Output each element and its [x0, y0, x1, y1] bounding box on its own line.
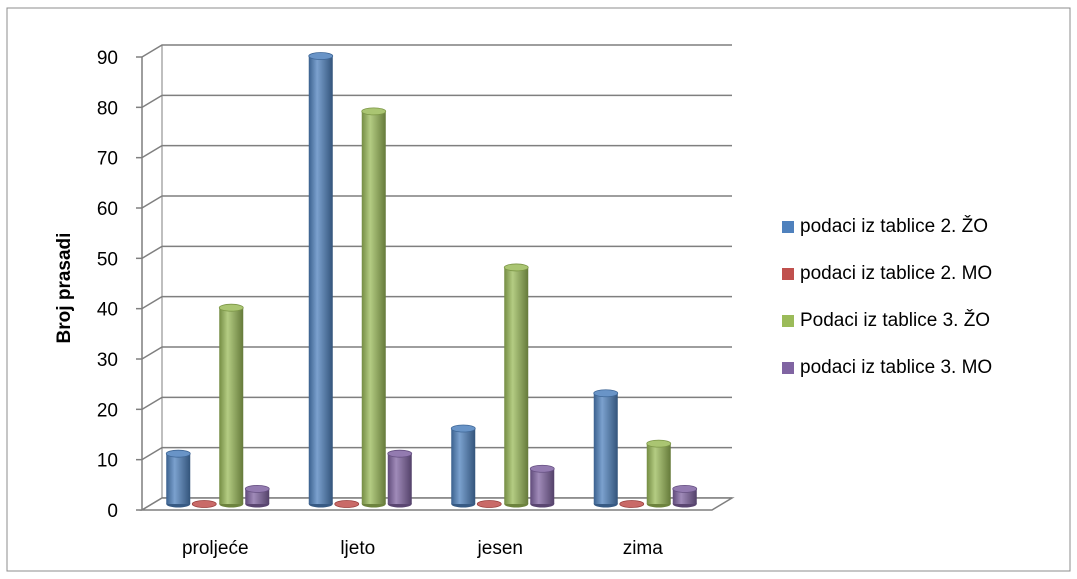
y-tick-label: 20 — [97, 400, 118, 421]
legend-label: Podaci iz tablice 3. ŽO — [800, 309, 990, 331]
bar — [646, 439, 672, 508]
gridline — [141, 144, 732, 159]
legend-item: podaci iz tablice 3. MO — [782, 357, 992, 378]
bar-top — [191, 500, 217, 508]
bar-body — [530, 468, 555, 504]
bar-top — [361, 107, 387, 116]
bar-top — [672, 484, 698, 493]
y-axis-title: Broj prasadi — [54, 233, 75, 344]
y-tick-label: 0 — [107, 501, 118, 522]
legend: podaci iz tablice 2. ŽO podaci iz tablice… — [782, 215, 992, 378]
y-tick-label: 80 — [97, 98, 118, 119]
bar — [218, 303, 244, 508]
x-tick-label: ljeto — [340, 538, 375, 559]
legend-label: podaci iz tablice 3. MO — [800, 357, 992, 378]
bar — [334, 500, 360, 508]
legend-swatch — [782, 268, 794, 280]
bar — [450, 424, 476, 508]
y-tick-label: 60 — [97, 199, 118, 220]
bar — [529, 464, 555, 508]
bar-top — [529, 464, 555, 473]
bar — [672, 484, 698, 508]
y-tick-label: 40 — [97, 300, 118, 321]
bar — [191, 500, 217, 508]
bar — [476, 500, 502, 508]
chart-floor — [139, 497, 735, 511]
bar-top — [593, 389, 619, 398]
bar-body — [593, 393, 618, 504]
gridlines — [141, 44, 732, 511]
bars — [165, 52, 698, 508]
bar — [503, 263, 529, 508]
bar-top — [218, 303, 244, 312]
bar-top — [619, 500, 645, 508]
y-tick-label: 70 — [97, 149, 118, 170]
bar-body — [166, 453, 191, 504]
bar-body — [245, 488, 270, 504]
bar — [244, 484, 270, 508]
x-tick-label: zima — [623, 538, 664, 559]
legend-item: podaci iz tablice 2. ŽO — [782, 215, 988, 237]
bar-top — [503, 263, 529, 272]
bar-body — [219, 307, 244, 504]
legend-swatch — [782, 221, 794, 233]
y-tick-label: 90 — [97, 48, 118, 69]
bar — [387, 449, 413, 508]
legend-item: Podaci iz tablice 3. ŽO — [782, 309, 990, 331]
bar-top — [334, 500, 360, 508]
bar — [593, 389, 619, 508]
bar — [165, 449, 191, 508]
gridline — [141, 295, 732, 310]
gridline — [141, 245, 732, 259]
bar-body — [387, 453, 412, 504]
x-tick-label: proljeće — [182, 538, 249, 559]
bar-body — [504, 267, 529, 504]
legend-item: podaci iz tablice 2. MO — [782, 263, 992, 284]
x-tick-label: jesen — [477, 538, 523, 559]
gridline — [141, 44, 732, 58]
bar-top — [387, 449, 413, 458]
gridline — [141, 396, 732, 410]
legend-label: podaci iz tablice 2. MO — [800, 263, 992, 284]
x-axis-ticks: proljeće ljeto jesen zima — [182, 538, 663, 559]
bar-body — [361, 111, 386, 505]
legend-swatch — [782, 315, 794, 327]
y-axis-ticks: 0 10 20 30 40 50 60 70 80 90 — [97, 48, 142, 522]
y-tick-label: 30 — [97, 350, 118, 371]
legend-label: podaci iz tablice 2. ŽO — [800, 215, 988, 237]
bar-body — [646, 443, 671, 504]
bar-top — [476, 500, 502, 508]
legend-swatch — [782, 362, 794, 374]
bar-top — [308, 52, 334, 60]
bar-body — [672, 488, 697, 504]
bar-top — [165, 449, 191, 458]
bar-body — [308, 56, 333, 505]
gridline — [141, 446, 732, 461]
bar — [308, 52, 334, 508]
gridline — [141, 346, 732, 360]
bar — [361, 107, 387, 508]
y-tick-label: 50 — [97, 249, 118, 270]
y-tick-label: 10 — [97, 451, 118, 472]
back-wall — [141, 45, 163, 510]
bar-body — [451, 428, 476, 504]
bar-top — [450, 424, 476, 433]
floor-plane — [139, 497, 735, 511]
bar-top — [244, 484, 270, 493]
bar — [619, 500, 645, 508]
gridline — [141, 195, 732, 209]
bar-top — [646, 439, 672, 448]
gridline — [141, 94, 732, 108]
